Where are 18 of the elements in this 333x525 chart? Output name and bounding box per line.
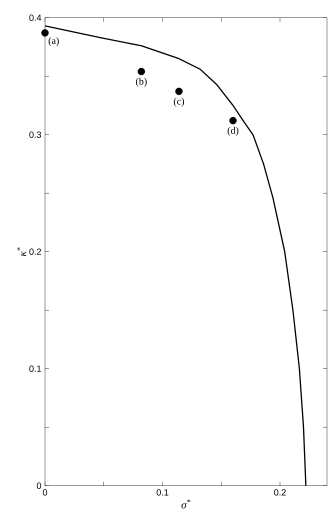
annotation: (c)	[174, 98, 184, 107]
annotation: (d)	[228, 126, 238, 136]
y-axis-title: κ$^{*}$	[17, 247, 26, 256]
x-tick-label: 0.1	[156, 489, 168, 496]
y-tick-label: 0	[36, 482, 42, 489]
y-tick-label: 0.4	[29, 14, 42, 21]
y-tick-label: 0.3	[29, 132, 42, 138]
x-tick-label: 0.2	[274, 489, 286, 496]
y-tick-label: 0.1	[29, 366, 42, 372]
x-axis-title: σ$^{*}$	[181, 499, 190, 508]
point	[41, 29, 49, 37]
point	[175, 88, 183, 96]
point	[229, 116, 237, 124]
annotation: (a)	[48, 37, 59, 46]
x-tick-label: 0	[42, 489, 48, 496]
annotation: (b)	[136, 78, 147, 87]
y-tick-label: 0.2	[29, 248, 42, 255]
point	[138, 68, 146, 76]
